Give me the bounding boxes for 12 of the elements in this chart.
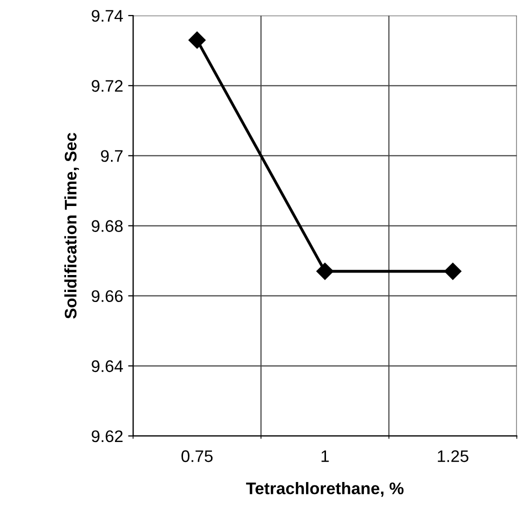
y-tick-label: 9.62 bbox=[92, 430, 123, 442]
y-axis-title: Solidification Time, Sec bbox=[64, 132, 79, 319]
y-tick-label: 9.7 bbox=[101, 150, 123, 162]
x-tick-label: 1 bbox=[322, 450, 329, 462]
x-axis-title: Tetrachlorethane, % bbox=[246, 482, 404, 497]
y-tick-label: 9.72 bbox=[92, 80, 123, 92]
y-tick-label: 9.64 bbox=[92, 360, 123, 372]
y-tick-label: 9.68 bbox=[92, 220, 123, 232]
x-tick-label: 0.75 bbox=[181, 450, 213, 462]
y-tick-label: 9.74 bbox=[92, 10, 123, 22]
x-tick-label: 1.25 bbox=[438, 450, 468, 462]
y-tick-label: 9.66 bbox=[92, 290, 123, 302]
